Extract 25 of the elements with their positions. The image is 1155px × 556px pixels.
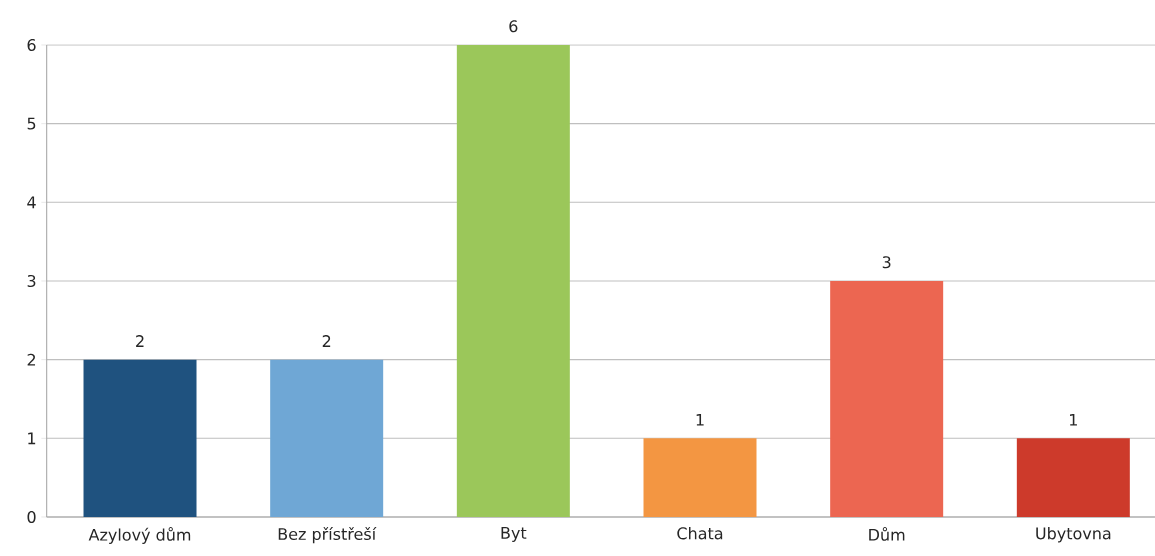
data-label: 3 — [882, 256, 891, 269]
x-tick-label: Azylový dům — [88, 527, 191, 544]
data-label: 2 — [322, 335, 331, 347]
bar — [1016, 438, 1130, 517]
y-tick-label: 2 — [27, 353, 36, 366]
data-label: 1 — [696, 413, 704, 426]
x-tick-label: Ubytovna — [1036, 527, 1111, 543]
data-label: 2 — [136, 335, 144, 347]
y-tick-label: 1 — [28, 432, 36, 445]
data-label: 1 — [1070, 413, 1077, 426]
bar — [643, 438, 757, 517]
bar — [83, 359, 197, 517]
y-tick-label: 6 — [27, 38, 36, 52]
bar — [830, 280, 944, 517]
y-tick-label: 3 — [27, 274, 36, 288]
y-tick-label: 0 — [27, 510, 36, 524]
x-tick-label: Chata — [677, 527, 723, 540]
bar — [270, 359, 384, 517]
data-label: 6 — [509, 20, 518, 33]
x-tick-label: Dům — [869, 527, 905, 541]
x-tick-label: Byt — [501, 527, 527, 543]
x-tick-label: Bez přístřeší — [278, 527, 377, 544]
y-tick-label: 4 — [27, 196, 36, 209]
y-tick-label: 5 — [27, 117, 36, 130]
bar — [456, 45, 570, 517]
